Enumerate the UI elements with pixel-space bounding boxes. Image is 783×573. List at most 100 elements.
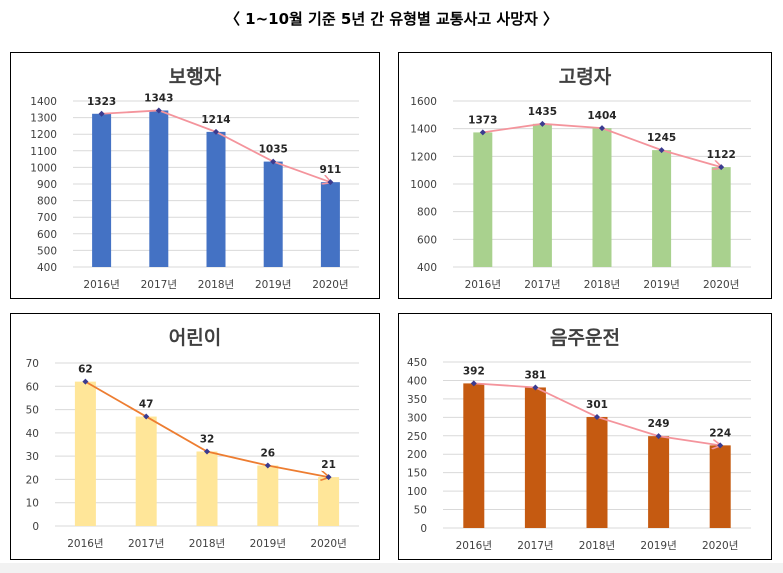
x-tick-label: 2018년 xyxy=(584,279,620,291)
x-tick-label: 2016년 xyxy=(456,540,492,552)
data-point-marker xyxy=(599,125,605,132)
bar-2018년 xyxy=(586,416,608,528)
y-tick-label: 600 xyxy=(37,229,57,241)
x-tick-label: 2020년 xyxy=(703,279,739,291)
y-tick-label: 30 xyxy=(26,451,39,463)
chart-svg: 음주운전 0 50 100 150 200 250 300 350 400 450 2016년 2017… xyxy=(407,327,751,552)
y-tick-label: 350 xyxy=(407,394,427,406)
data-label: 1035 xyxy=(259,144,288,156)
x-tick-label: 2017년 xyxy=(517,540,553,552)
chart-panel-drunk-driving: 음주운전 0 50 100 150 200 250 300 350 400 450 2016년 2017… xyxy=(398,313,772,560)
data-point-marker xyxy=(718,164,725,171)
y-tick-label: 1100 xyxy=(30,146,57,158)
y-tick-label: 400 xyxy=(37,262,57,274)
data-label: 1435 xyxy=(528,106,557,118)
bar-2019년 xyxy=(648,436,670,528)
y-tick-label: 400 xyxy=(407,375,427,387)
chart-panel-children: 어린이 0 10 20 30 40 50 60 70 2016년 2017년 2018년 2019년 20… xyxy=(10,313,380,560)
y-tick-label: 0 xyxy=(420,523,427,535)
x-tick-label: 2019년 xyxy=(255,279,291,291)
bar-2020년 xyxy=(318,477,340,526)
data-label: 392 xyxy=(463,365,485,377)
y-tick-label: 500 xyxy=(37,245,57,257)
x-tick-label: 2019년 xyxy=(250,538,286,550)
x-tick-label: 2019년 xyxy=(643,279,679,291)
page-title: 〈 1~10월 기준 5년 간 유형별 교통사고 사망자 〉 xyxy=(224,10,559,28)
data-point-marker xyxy=(655,433,662,440)
data-point-marker xyxy=(143,413,150,420)
y-tick-label: 50 xyxy=(26,405,39,417)
y-tick-label: 1000 xyxy=(30,162,57,174)
bar-2016년 xyxy=(473,132,493,267)
y-tick-label: 50 xyxy=(414,505,427,517)
data-label: 301 xyxy=(586,399,608,411)
data-label: 1122 xyxy=(707,149,736,161)
y-tick-label: 200 xyxy=(407,449,427,461)
chart-svg: 고령자 400 600 800 1000 1200 1400 1600 2016년 2017년 20… xyxy=(410,66,751,291)
y-tick-label: 1300 xyxy=(30,113,57,125)
data-label: 249 xyxy=(648,418,670,430)
y-tick-label: 800 xyxy=(37,196,57,208)
data-label: 381 xyxy=(524,369,546,381)
bar-2017년 xyxy=(149,110,169,267)
data-label: 1323 xyxy=(87,96,116,108)
x-tick-label: 2016년 xyxy=(83,279,119,291)
chart-svg: 어린이 0 10 20 30 40 50 60 70 2016년 2017년 2018년 2019년 20… xyxy=(26,327,359,550)
data-label: 26 xyxy=(260,447,275,459)
data-point-marker xyxy=(264,462,271,469)
chart-panel-pedestrian: 보행자 400 500 600 700 800 900 1000 1100 1200 1300 140… xyxy=(10,52,380,299)
x-tick-label: 2020년 xyxy=(310,538,346,550)
x-tick-label: 2017년 xyxy=(141,279,177,291)
y-tick-label: 600 xyxy=(417,234,437,246)
y-tick-label: 300 xyxy=(407,412,427,424)
x-tick-label: 2017년 xyxy=(524,279,560,291)
bar-2018년 xyxy=(206,131,226,267)
data-label: 224 xyxy=(709,427,731,439)
data-point-marker xyxy=(213,128,219,135)
data-label: 1214 xyxy=(201,114,230,126)
x-tick-label: 2016년 xyxy=(67,538,103,550)
chart-title: 고령자 xyxy=(559,66,612,88)
y-tick-label: 150 xyxy=(407,468,427,480)
chart-svg: 보행자 400 500 600 700 800 900 1000 1100 1200 1300 140… xyxy=(30,66,359,291)
x-tick-label: 2018년 xyxy=(198,279,234,291)
bar-2016년 xyxy=(74,381,96,526)
data-point-marker xyxy=(479,129,486,136)
bar-2020년 xyxy=(711,167,731,267)
y-tick-label: 400 xyxy=(417,262,437,274)
bar-2020년 xyxy=(320,182,340,267)
bar-2019년 xyxy=(257,465,279,526)
bar-2017년 xyxy=(532,123,552,267)
data-label: 21 xyxy=(321,459,336,471)
bar-2018년 xyxy=(196,451,218,526)
bar-2019년 xyxy=(263,161,283,267)
y-tick-label: 1000 xyxy=(410,179,437,191)
bottom-strip xyxy=(0,563,783,573)
y-tick-label: 1600 xyxy=(410,96,437,108)
bar-2020년 xyxy=(709,445,731,528)
data-point-marker xyxy=(82,378,89,385)
x-tick-label: 2017년 xyxy=(128,538,164,550)
data-label: 1404 xyxy=(587,110,616,122)
data-point-marker xyxy=(532,384,539,391)
bar-2016년 xyxy=(92,113,112,267)
bar-2018년 xyxy=(592,128,612,267)
y-tick-label: 700 xyxy=(37,212,57,224)
y-tick-label: 0 xyxy=(32,521,39,533)
chart-panel-elderly: 고령자 400 600 800 1000 1200 1400 1600 2016년 2017년 20… xyxy=(398,52,772,299)
bar-2017년 xyxy=(135,416,157,526)
y-tick-label: 800 xyxy=(417,207,437,219)
bar-2019년 xyxy=(652,150,672,267)
y-tick-label: 20 xyxy=(26,474,39,486)
bar-2016년 xyxy=(463,383,485,528)
y-tick-label: 40 xyxy=(26,428,39,440)
data-point-marker xyxy=(327,179,334,186)
data-point-marker xyxy=(204,448,210,455)
data-point-marker xyxy=(594,413,600,420)
chart-title: 보행자 xyxy=(169,66,222,88)
x-tick-label: 2018년 xyxy=(579,540,615,552)
data-point-marker xyxy=(470,380,477,387)
data-label: 1245 xyxy=(647,132,676,144)
y-tick-label: 1400 xyxy=(30,96,57,108)
y-tick-label: 450 xyxy=(407,357,427,369)
